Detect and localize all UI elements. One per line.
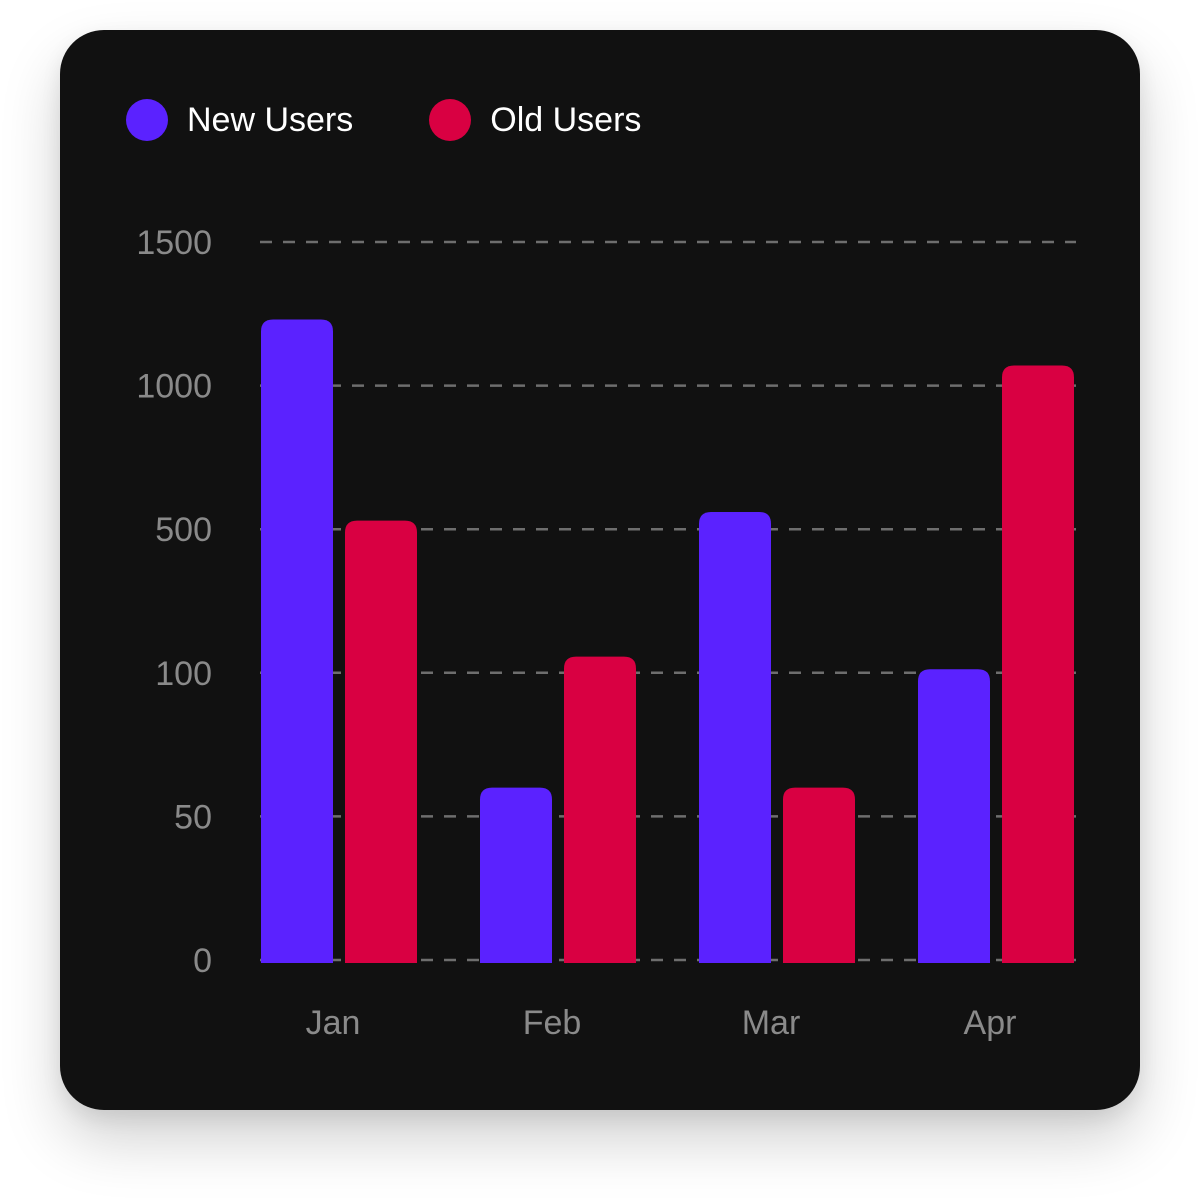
bar-new-users-jan[interactable]: [261, 319, 333, 963]
y-tick-label: 100: [155, 655, 212, 693]
x-tick-label: Jan: [306, 1004, 361, 1042]
legend-label: New Users: [187, 101, 354, 139]
legend-label: Old Users: [490, 101, 642, 139]
x-tick-label: Feb: [523, 1004, 582, 1042]
legend-dot-old-users: [429, 99, 472, 141]
bar-new-users-mar[interactable]: [699, 511, 771, 963]
x-tick-label: Mar: [742, 1004, 801, 1042]
bar-new-users-feb[interactable]: [480, 787, 552, 963]
bar-old-users-jan[interactable]: [345, 520, 417, 963]
y-tick-label: 1500: [136, 224, 212, 262]
chart-card: New Users Old Users 0 50 100 500 1000 1500 Ja…: [60, 30, 1140, 1110]
bars: [261, 319, 1074, 964]
x-tick-label: Apr: [964, 1004, 1017, 1042]
y-tick-label: 0: [193, 942, 212, 980]
legend: New Users Old Users: [126, 98, 717, 142]
bar-old-users-feb[interactable]: [564, 656, 636, 963]
y-tick-label: 50: [174, 798, 212, 836]
bar-old-users-mar[interactable]: [783, 787, 855, 963]
y-axis: 0 50 100 500 1000 1500: [136, 224, 212, 980]
y-tick-label: 1000: [136, 368, 212, 406]
legend-item-old-users[interactable]: Old Users: [429, 98, 641, 142]
bar-old-users-apr[interactable]: [1002, 365, 1074, 964]
x-axis: Jan Feb Mar Apr: [306, 1004, 1017, 1042]
legend-item-new-users[interactable]: New Users: [126, 98, 353, 142]
legend-dot-new-users: [126, 99, 168, 141]
bar-new-users-apr[interactable]: [918, 669, 990, 963]
bar-chart: 0 50 100 500 1000 1500 Jan Feb Mar Apr: [136, 224, 1076, 1042]
y-tick-label: 500: [155, 511, 212, 549]
